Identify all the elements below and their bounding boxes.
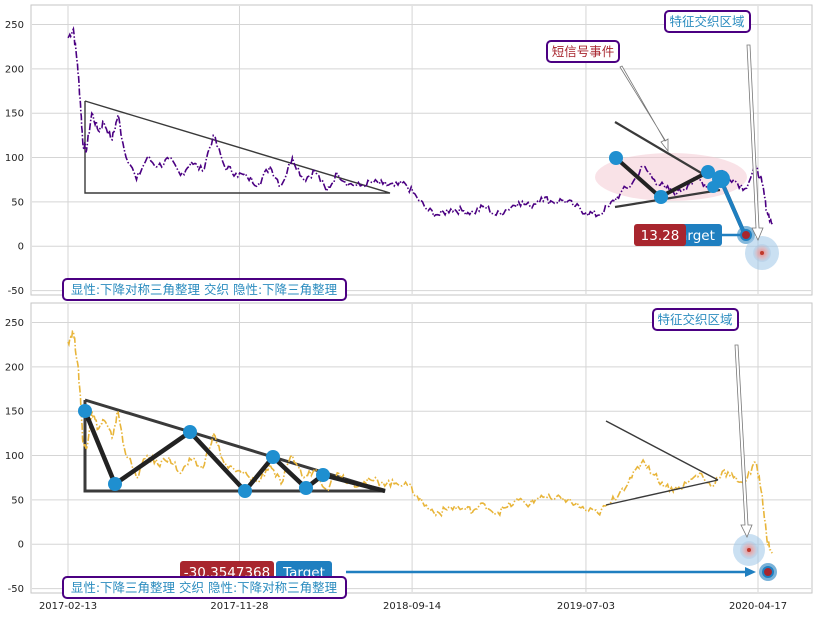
signal-annotation-arrow <box>619 65 669 153</box>
y-tick-label: -50 <box>8 584 24 595</box>
bottom-feature-marker-dot <box>747 548 751 552</box>
pivot-marker <box>183 425 197 439</box>
y-tick-label: 200 <box>5 64 24 75</box>
y-tick-label: 200 <box>5 362 24 373</box>
feature-annotation-arrow-top <box>746 44 764 241</box>
bottom-plot-area <box>30 302 813 594</box>
top-y-ticks: -50 0 50 100 150 200 250 <box>5 20 24 297</box>
top-price-line <box>67 25 773 225</box>
y-tick-label: 250 <box>5 318 24 329</box>
bottom-target-marker <box>762 566 774 578</box>
feature-annotation-label-bottom: 特征交织区域 <box>657 312 732 327</box>
signal-annotation-label: 短信号事件 <box>552 44 615 59</box>
x-axis-ticks: 2017-02-13 2017-11-28 2018-09-14 2019-07-03… <box>39 601 787 612</box>
bottom-y-ticks: -50 0 50 100 150 200 250 <box>5 318 24 595</box>
top-pattern-markers <box>609 151 730 204</box>
feature-annotation-box-top <box>664 10 751 33</box>
signal-annotation-box <box>546 40 620 63</box>
bottom-panel: -50 0 50 100 150 200 250 特征交织区域 <box>5 302 813 599</box>
bottom-pattern-upper <box>605 420 719 481</box>
pivot-marker <box>78 404 92 418</box>
bottom-legend-box <box>62 576 347 599</box>
y-tick-label: 50 <box>11 197 24 208</box>
pivot-marker <box>299 481 313 495</box>
pivot-marker <box>108 477 122 491</box>
y-tick-label: 100 <box>5 153 24 164</box>
top-plot-area <box>30 4 813 296</box>
feature-annotation-arrow-bottom <box>734 344 753 538</box>
top-target-value: 13.28 <box>641 228 680 244</box>
pivot-marker <box>609 151 623 165</box>
top-feature-marker-dot <box>760 251 764 255</box>
y-tick-label: 0 <box>18 242 24 253</box>
y-tick-label: 150 <box>5 109 24 120</box>
bottom-target-arrowhead <box>745 567 756 577</box>
x-tick-label: 2017-11-28 <box>210 601 268 612</box>
bottom-price-line <box>67 330 773 554</box>
bottom-pattern-markers <box>78 404 330 498</box>
top-panel: -50 0 50 100 150 200 250 短信号事件 <box>5 4 813 301</box>
pivot-marker <box>316 468 330 482</box>
bottom-legend-text: 显性:下降三角整理 交织 隐性:下降对称三角整理 <box>71 580 338 595</box>
y-tick-label: 250 <box>5 20 24 31</box>
top-legend-box <box>62 278 347 301</box>
x-tick-label: 2019-07-03 <box>557 601 615 612</box>
top-target-marker <box>740 229 752 241</box>
y-tick-label: 50 <box>11 495 24 506</box>
bottom-pattern-lower <box>605 479 719 506</box>
y-tick-label: 0 <box>18 540 24 551</box>
x-tick-label: 2020-04-17 <box>729 601 787 612</box>
x-tick-label: 2018-09-14 <box>383 601 441 612</box>
top-target-arrow <box>718 177 747 236</box>
top-legend-text: 显性:下降对称三角整理 交织 隐性:下降三角整理 <box>71 282 338 297</box>
pivot-marker <box>707 181 719 193</box>
feature-annotation-box-bottom <box>652 308 739 331</box>
x-tick-label: 2017-02-13 <box>39 601 97 612</box>
feature-annotation-label-top: 特征交织区域 <box>669 14 744 29</box>
pivot-marker <box>238 484 252 498</box>
y-tick-label: -50 <box>8 286 24 297</box>
top-pattern-upper <box>614 121 709 178</box>
y-tick-label: 100 <box>5 451 24 462</box>
pivot-marker <box>701 165 715 179</box>
y-tick-label: 150 <box>5 407 24 418</box>
top-target-value-badge <box>634 224 686 246</box>
pivot-marker <box>266 450 280 464</box>
pivot-marker <box>654 190 668 204</box>
